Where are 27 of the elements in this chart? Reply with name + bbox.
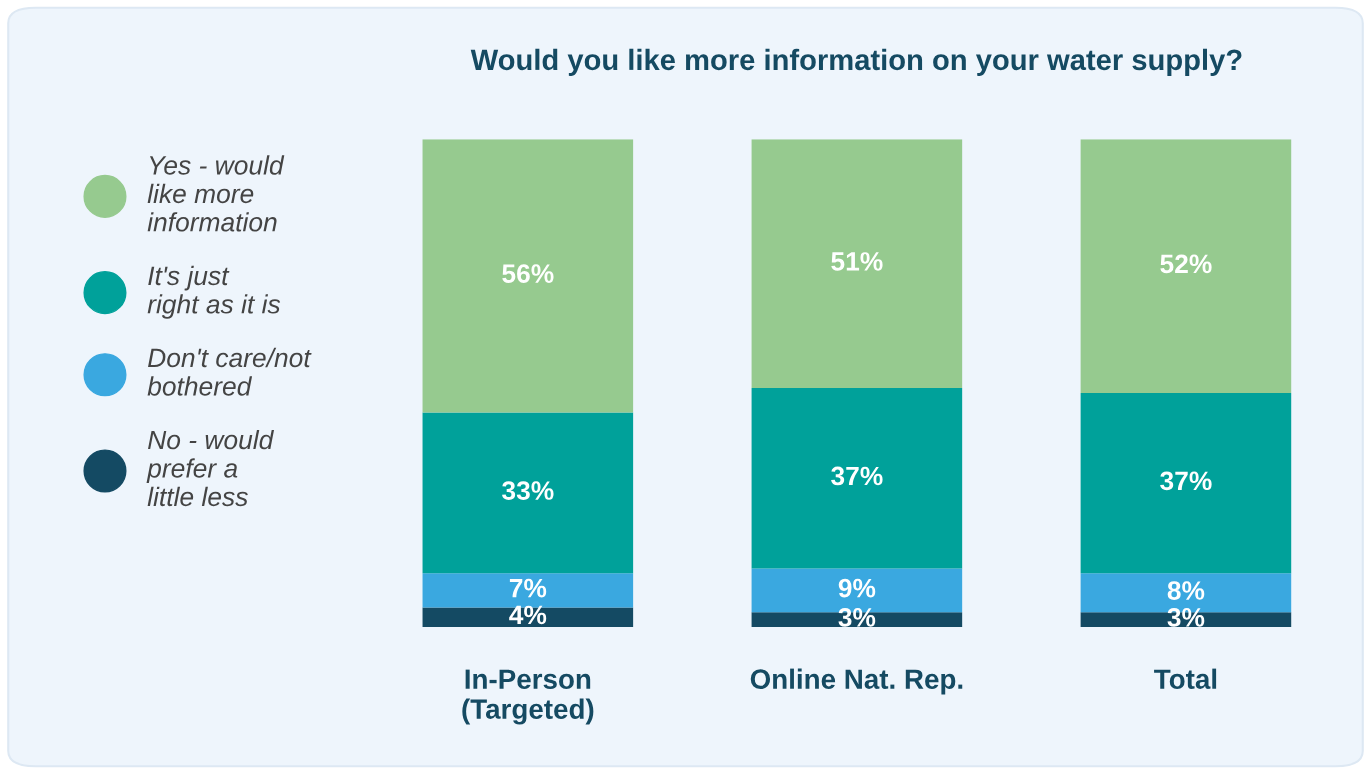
- data-label: 4%: [509, 605, 547, 625]
- data-label: 3%: [838, 608, 876, 627]
- legend-label: Yes - would like more information: [147, 155, 285, 232]
- data-label: 56%: [502, 264, 554, 283]
- bar: [1080, 139, 1292, 393]
- data-label: 37%: [1160, 471, 1212, 491]
- legend-label: No - would prefer a little less: [146, 429, 275, 507]
- x-tick-label: Online Nat. Rep.: [750, 668, 963, 695]
- legend-label: It's just right as it is: [147, 265, 281, 319]
- bar: [751, 388, 963, 569]
- bar: [751, 139, 963, 389]
- data-label: 7%: [509, 578, 547, 598]
- bar: [422, 607, 634, 627]
- data-label: 51%: [831, 252, 883, 271]
- x-tick-label: Total: [1154, 668, 1217, 690]
- data-label: 52%: [1160, 254, 1212, 274]
- data-label: 3%: [1167, 608, 1205, 627]
- bar: [422, 139, 634, 413]
- x-tick-label: In-Person (Targeted): [462, 669, 594, 725]
- chart-title: Would you like more information on your water supply?: [470, 48, 1242, 76]
- legend-label: Don't care/not bothered: [147, 347, 312, 396]
- data-label: 37%: [831, 466, 883, 486]
- bar: [422, 412, 634, 574]
- data-label: 9%: [838, 578, 876, 598]
- bar: [1080, 392, 1292, 574]
- data-label: 8%: [1167, 581, 1205, 600]
- data-label: 33%: [502, 481, 554, 500]
